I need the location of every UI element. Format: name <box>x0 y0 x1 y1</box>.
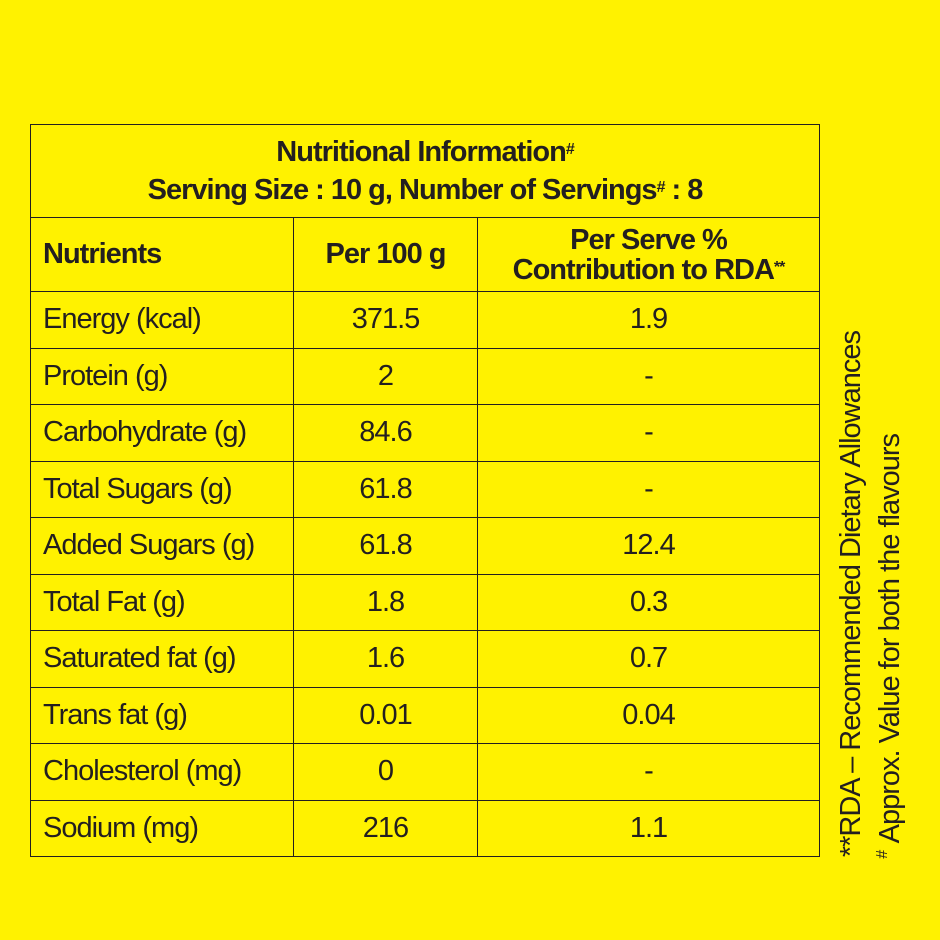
serving-mark: # <box>656 179 666 196</box>
rda-value: 1.9 <box>477 291 820 349</box>
per100-value: 61.8 <box>293 460 478 518</box>
col-nutrients: Nutrients <box>30 217 294 292</box>
nutrient-name: Saturated fat (g) <box>30 630 294 688</box>
nutrient-name: Trans fat (g) <box>30 686 294 744</box>
table-row: Trans fat (g) 0.01 0.04 <box>30 686 820 744</box>
table-row: Protein (g) 2- <box>30 347 820 405</box>
title-mark: # <box>565 141 575 158</box>
nutrient-name: Total Fat (g) <box>30 573 294 631</box>
table-row: Added Sugars (g) 61.8 12.4 <box>30 517 820 575</box>
per100-value: 0 <box>293 743 478 801</box>
nutrient-name: Energy (kcal) <box>30 291 294 349</box>
rda-line2: Contribution to RDA <box>512 253 775 286</box>
table-row: Cholesterol (mg) 0- <box>30 743 820 801</box>
nutrient-name: Total Sugars (g) <box>30 460 294 518</box>
serving-text: Serving Size : 10 g, Number of Servings <box>147 174 658 206</box>
rda-line1: Per Serve % <box>570 223 728 256</box>
approx-text: Approx. Value for both the flavours <box>874 434 906 850</box>
nutrient-name: Sodium (mg) <box>30 799 294 857</box>
rda-value: 1.1 <box>477 799 820 857</box>
nutrient-name: Protein (g) <box>30 347 294 405</box>
col-per100: Per 100 g <box>293 217 478 292</box>
per100-value: 1.6 <box>293 630 478 688</box>
per100-value: 1.8 <box>293 573 478 631</box>
per100-value: 0.01 <box>293 686 478 744</box>
per100-value: 216 <box>293 799 478 857</box>
table-title: Nutritional Information# Serving Size : … <box>30 124 820 218</box>
rda-value: 0.3 <box>477 573 820 631</box>
col-rda: Per Serve % Contribution to RDA** <box>477 217 820 292</box>
per100-value: 84.6 <box>293 404 478 462</box>
title-text: Nutritional Information <box>276 136 567 168</box>
nutrition-table: Nutritional Information# Serving Size : … <box>30 124 820 857</box>
rda-value: - <box>477 347 820 405</box>
table-row: Total Sugars (g) 61.8- <box>30 460 820 518</box>
per100-value: 61.8 <box>293 517 478 575</box>
nutrient-name: Carbohydrate (g) <box>30 404 294 462</box>
serving-count: : 8 <box>664 174 704 206</box>
rda-value: - <box>477 460 820 518</box>
footnote-rda: **RDA – Recommended Dietary Allowances <box>835 330 867 857</box>
nutrient-name: Added Sugars (g) <box>30 517 294 575</box>
footnote-approx: # Approx. Value for both the flavours <box>874 434 907 859</box>
rda-value: 0.04 <box>477 686 820 744</box>
rda-value: 0.7 <box>477 630 820 688</box>
table-row: Total Fat (g) 1.8 0.3 <box>30 573 820 631</box>
table-row: Energy (kcal) 371.5 1.9 <box>30 291 820 349</box>
rda-mark: ** <box>773 258 785 276</box>
rda-value: 12.4 <box>477 517 820 575</box>
per100-value: 371.5 <box>293 291 478 349</box>
table-row: Carbohydrate (g) 84.6- <box>30 404 820 462</box>
rda-value: - <box>477 404 820 462</box>
per100-value: 2 <box>293 347 478 405</box>
rda-value: - <box>477 743 820 801</box>
table-row: Saturated fat (g) 1.6 0.7 <box>30 630 820 688</box>
nutrient-name: Cholesterol (mg) <box>30 743 294 801</box>
approx-mark: # <box>874 851 891 859</box>
table-row: Sodium (mg) 216 1.1 <box>30 799 820 857</box>
